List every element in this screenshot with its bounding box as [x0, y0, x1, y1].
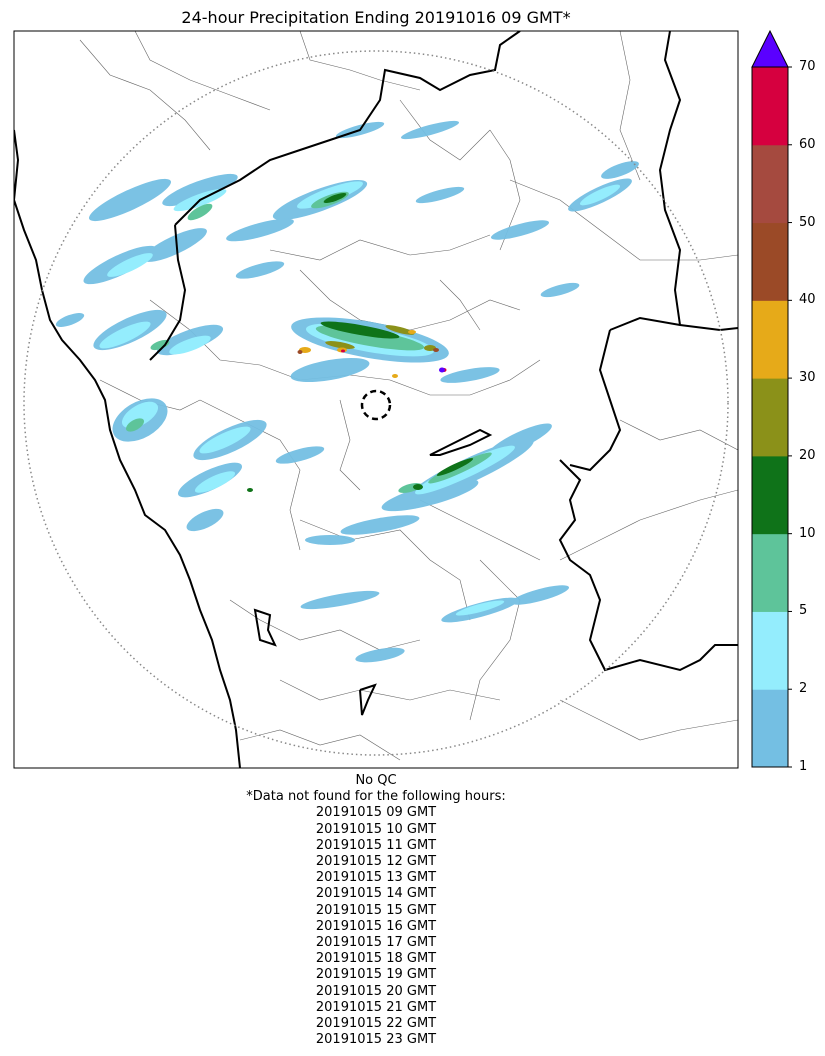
radar-range-ring — [23, 50, 729, 756]
colorbar-segment — [752, 300, 788, 379]
missing-hour-item: 20191015 16 GMT — [315, 918, 437, 934]
missing-hour-item: 20191015 19 GMT — [315, 967, 437, 983]
colorbar-segment — [752, 144, 788, 224]
missing-hour-item: 20191015 10 GMT — [315, 821, 437, 837]
colorbar-tick-label: 2 — [799, 681, 808, 697]
map-frame — [13, 30, 739, 769]
colorbar-tick-label: 1 — [799, 759, 808, 774]
missing-hour-item: 20191015 09 GMT — [315, 805, 437, 821]
colorbar-tick-label: 30 — [799, 370, 816, 386]
missing-hour-item: 20191015 21 GMT — [315, 999, 437, 1015]
colorbar-segment — [752, 611, 788, 690]
colorbar-tick-label: 40 — [799, 292, 816, 308]
colorbar-segment — [752, 689, 788, 768]
missing-hour-item: 20191015 22 GMT — [315, 1016, 437, 1032]
missing-hour-item: 20191015 11 GMT — [315, 837, 437, 853]
map-background — [14, 31, 738, 768]
missing-hour-item: 20191015 17 GMT — [315, 935, 437, 951]
colorbar-tick-label: 5 — [799, 603, 808, 619]
colorbar-tick-label: 20 — [799, 447, 816, 463]
colorbar — [751, 29, 792, 768]
missing-hour-item: 20191015 13 GMT — [315, 870, 437, 886]
colorbar-tick-label: 60 — [799, 136, 816, 152]
colorbar-over-arrow — [751, 29, 789, 68]
missing-hours-list: 20191015 09 GMT 20191015 10 GMT 20191015 1… — [0, 805, 752, 1048]
map-title: 24-hour Precipitation Ending 20191016 09… — [181, 8, 571, 27]
missing-hour-item: 20191015 23 GMT — [315, 1032, 437, 1048]
missing-hour-item: 20191015 20 GMT — [315, 983, 437, 999]
radar-site-marker — [360, 389, 392, 421]
missing-hour-item: 20191015 18 GMT — [315, 951, 437, 967]
qc-status: No QC — [355, 773, 397, 788]
colorbar-segment — [752, 455, 788, 535]
missing-hour-item: 20191015 14 GMT — [315, 886, 437, 902]
state-boundaries — [14, 31, 738, 768]
missing-data-note: *Data not found for the following hours: — [246, 789, 506, 805]
colorbar-segment — [752, 67, 788, 146]
footer-notes: No QC *Data not found for the following … — [0, 773, 752, 1048]
missing-hour-item: 20191015 15 GMT — [315, 902, 437, 918]
colorbar-segment — [752, 222, 788, 301]
colorbar-segment — [752, 378, 788, 457]
colorbar-tick-label: 10 — [799, 525, 816, 541]
colorbar-tick-label: 70 — [799, 59, 816, 74]
precipitation-field — [55, 120, 639, 663]
colorbar-segment — [752, 533, 788, 612]
colorbar-tick-label: 50 — [799, 214, 816, 230]
missing-hour-item: 20191015 12 GMT — [315, 854, 437, 870]
colorbar-outline — [751, 66, 789, 768]
